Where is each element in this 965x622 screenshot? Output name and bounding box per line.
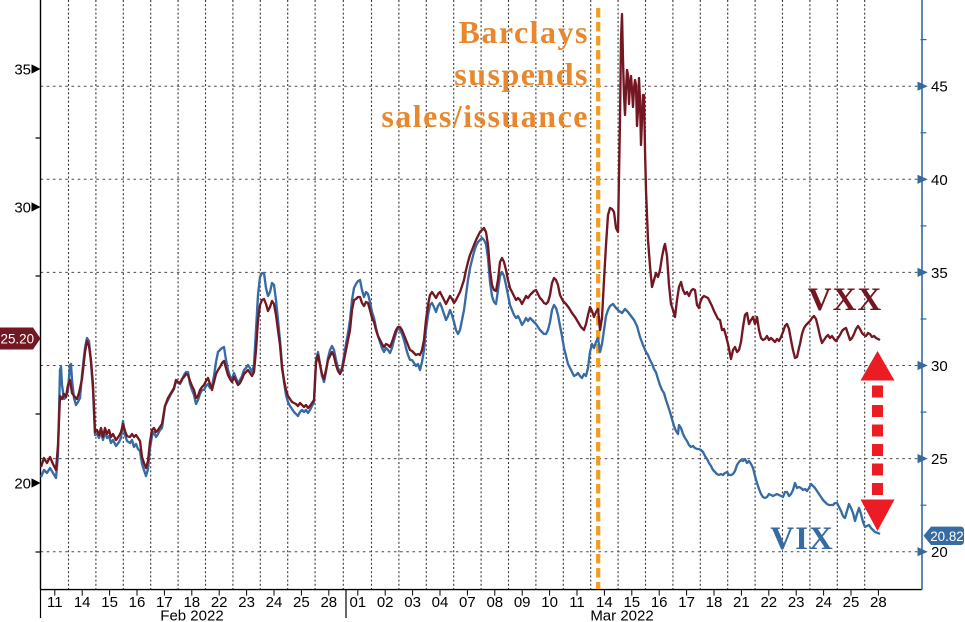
svg-text:28: 28 (320, 594, 337, 611)
svg-text:30: 30 (931, 358, 948, 375)
svg-text:25: 25 (843, 594, 860, 611)
svg-text:01: 01 (349, 594, 366, 611)
svg-text:22: 22 (211, 594, 228, 611)
svg-text:VIX: VIX (770, 521, 834, 557)
svg-text:14: 14 (596, 594, 613, 611)
svg-text:20: 20 (14, 476, 31, 493)
svg-text:02: 02 (377, 594, 394, 611)
svg-text:25: 25 (293, 594, 310, 611)
svg-text:Feb 2022: Feb 2022 (160, 608, 223, 622)
svg-text:17: 17 (678, 594, 695, 611)
svg-text:11: 11 (569, 594, 585, 611)
svg-text:23: 23 (788, 594, 805, 611)
svg-text:28: 28 (870, 594, 887, 611)
svg-text:11: 11 (47, 594, 63, 611)
svg-text:18: 18 (183, 594, 200, 611)
svg-text:Barclays: Barclays (458, 14, 589, 50)
svg-text:20: 20 (931, 544, 948, 561)
svg-text:45: 45 (931, 79, 948, 96)
svg-text:23: 23 (238, 594, 255, 611)
svg-text:35: 35 (14, 62, 31, 79)
svg-text:24: 24 (815, 594, 832, 611)
svg-text:22: 22 (760, 594, 777, 611)
svg-text:20.82: 20.82 (930, 529, 964, 544)
svg-text:25.20: 25.20 (1, 332, 35, 347)
svg-text:40: 40 (931, 172, 948, 189)
svg-text:14: 14 (74, 594, 91, 611)
svg-text:10: 10 (541, 594, 558, 611)
svg-text:35: 35 (931, 265, 948, 282)
svg-text:15: 15 (101, 594, 118, 611)
svg-text:30: 30 (14, 200, 31, 217)
svg-text:VXX: VXX (808, 282, 883, 318)
svg-text:suspends: suspends (454, 56, 589, 92)
svg-text:07: 07 (459, 594, 476, 611)
svg-text:18: 18 (706, 594, 723, 611)
svg-text:16: 16 (651, 594, 668, 611)
svg-text:17: 17 (156, 594, 173, 611)
svg-text:24: 24 (266, 594, 283, 611)
svg-text:21: 21 (733, 594, 750, 611)
svg-text:08: 08 (486, 594, 503, 611)
svg-text:03: 03 (404, 594, 421, 611)
svg-text:16: 16 (129, 594, 146, 611)
svg-text:25: 25 (931, 451, 948, 468)
svg-text:09: 09 (514, 594, 531, 611)
svg-text:04: 04 (432, 594, 449, 611)
svg-text:Mar 2022: Mar 2022 (590, 608, 653, 622)
svg-text:15: 15 (623, 594, 640, 611)
svg-text:sales/issuance: sales/issuance (381, 98, 589, 134)
